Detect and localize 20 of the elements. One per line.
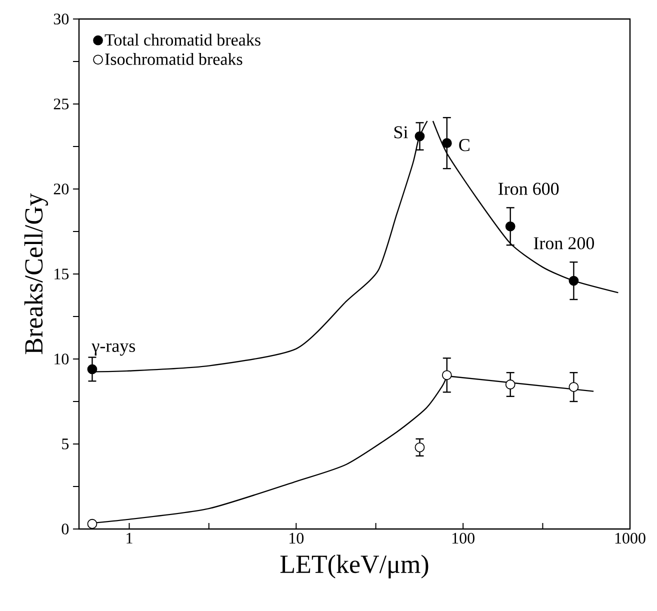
legend-label: Isochromatid breaks	[105, 52, 242, 65]
y-tick-label: 10	[54, 354, 69, 364]
y-tick-label: 15	[54, 268, 69, 280]
x-axis-title: LET(keV/μm)	[280, 554, 428, 578]
annotation: Iron 600	[498, 182, 559, 195]
y-tick-label: 0	[62, 524, 69, 534]
annotation: C	[459, 139, 470, 152]
y-tick-label: 5	[62, 438, 69, 450]
y-tick-label: 20	[54, 184, 69, 194]
x-tick-label: 10	[290, 532, 304, 544]
legend-label: Total chromatid breaks	[104, 34, 260, 46]
x-tick-label: 1	[126, 532, 132, 544]
y-tick-label: 25	[54, 98, 69, 110]
annotation: Si	[394, 126, 408, 138]
x-tick-label: 1000	[615, 532, 646, 544]
x-tick-label: 100	[452, 532, 474, 544]
annotation: γ-rays	[92, 343, 136, 356]
y-tick-label: 30	[54, 14, 69, 24]
annotation: Iron 200	[534, 237, 594, 250]
y-axis-title: Breaks/Cell/Gy	[24, 193, 48, 354]
